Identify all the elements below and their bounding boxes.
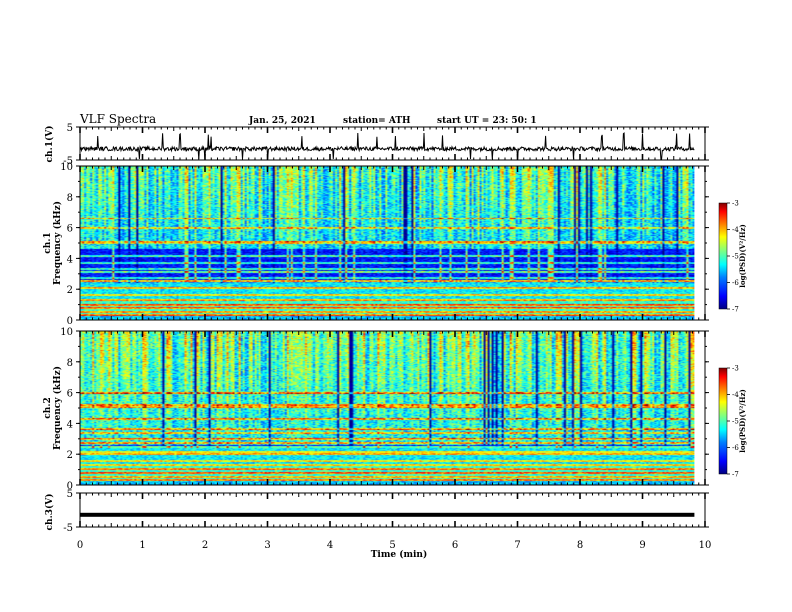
figure-title: VLF Spectra bbox=[79, 112, 156, 126]
colorbar-ticks: -3 -4 -5 -6 -7 -3 -4 -5 -6 -7 bbox=[727, 200, 739, 479]
ch2-colorbar bbox=[718, 367, 728, 475]
svg-text:Frequency (kHz): Frequency (kHz) bbox=[52, 201, 63, 285]
x-tick-label: 4 bbox=[327, 540, 333, 551]
y-tick-label: 6 bbox=[67, 389, 73, 400]
ch1-spec-y-label: ch.1 Frequency (kHz) bbox=[43, 201, 63, 285]
ch3-y-label: ch.3(V) bbox=[44, 494, 55, 531]
ch1-spectrogram-image bbox=[80, 166, 695, 320]
ch2-colorbar-label: log(PSD)(V²/Hz) bbox=[738, 389, 747, 453]
colorbar-tick-label: -3 bbox=[732, 365, 739, 373]
y-tick-label: -5 bbox=[63, 156, 73, 167]
x-tick-label: 8 bbox=[577, 540, 583, 551]
x-tick-label: 6 bbox=[452, 540, 458, 551]
x-tick-label: 2 bbox=[202, 540, 208, 551]
y-tick-label: 0 bbox=[67, 316, 73, 327]
date-label: Jan. 25, 2021 bbox=[248, 116, 316, 126]
x-tick-label: 1 bbox=[139, 540, 145, 551]
y-tick-label: 8 bbox=[67, 193, 73, 204]
colorbar-tick-label: -5 bbox=[732, 418, 739, 426]
y-tick-label: 4 bbox=[67, 254, 73, 265]
y-tick-label: 6 bbox=[67, 224, 73, 235]
ch2-spec-y-label: ch.2 Frequency (kHz) bbox=[43, 366, 63, 450]
y-tick-label: 0 bbox=[67, 481, 73, 492]
colorbar-tick-label: -3 bbox=[732, 200, 739, 208]
x-tick-label: 3 bbox=[264, 540, 270, 551]
svg-text:ch.1: ch.1 bbox=[43, 232, 53, 253]
ch1-colorbar bbox=[718, 202, 728, 310]
colorbar-tick-label: -6 bbox=[732, 279, 739, 287]
y-tick-label: 2 bbox=[67, 450, 73, 461]
svg-text:Frequency (kHz): Frequency (kHz) bbox=[52, 366, 63, 450]
ch1-waveform-line bbox=[79, 132, 695, 160]
start-time-label: start UT = 23: 50: 1 bbox=[437, 116, 537, 126]
colorbar-tick-label: -5 bbox=[732, 253, 739, 261]
colorbar-tick-label: -7 bbox=[732, 471, 739, 479]
y-tick-label: -5 bbox=[63, 523, 73, 534]
ch2-spectrogram-image bbox=[80, 331, 695, 485]
x-tick-label: 5 bbox=[389, 540, 395, 551]
station-label: station= ATH bbox=[343, 116, 411, 126]
y-tick-label: 5 bbox=[67, 489, 73, 500]
y-tick-label: 8 bbox=[67, 358, 73, 369]
x-axis-label: Time (min) bbox=[371, 549, 428, 560]
ch1-colorbar-label: log(PSD)(V²/Hz) bbox=[738, 224, 747, 288]
y-tick-label: 2 bbox=[67, 285, 73, 296]
ch3-waveform-line bbox=[80, 512, 695, 517]
x-tick-label: 0 bbox=[77, 540, 83, 551]
y-tick-label: 5 bbox=[67, 123, 73, 134]
x-tick-label: 7 bbox=[514, 540, 520, 551]
colorbar-tick-label: -4 bbox=[732, 391, 739, 399]
colorbar-tick-label: -7 bbox=[732, 306, 739, 314]
colorbar-tick-label: -4 bbox=[732, 226, 739, 234]
x-tick-label: 9 bbox=[639, 540, 645, 551]
colorbar-tick-label: -6 bbox=[732, 444, 739, 452]
ch1-y-label: ch.1(V) bbox=[44, 126, 55, 163]
y-tick-label: 4 bbox=[67, 419, 73, 430]
x-tick-label: 10 bbox=[699, 540, 712, 551]
svg-text:ch.2: ch.2 bbox=[43, 397, 53, 418]
y-tick-label: 10 bbox=[60, 327, 73, 338]
y-tick-label: 10 bbox=[60, 162, 73, 173]
